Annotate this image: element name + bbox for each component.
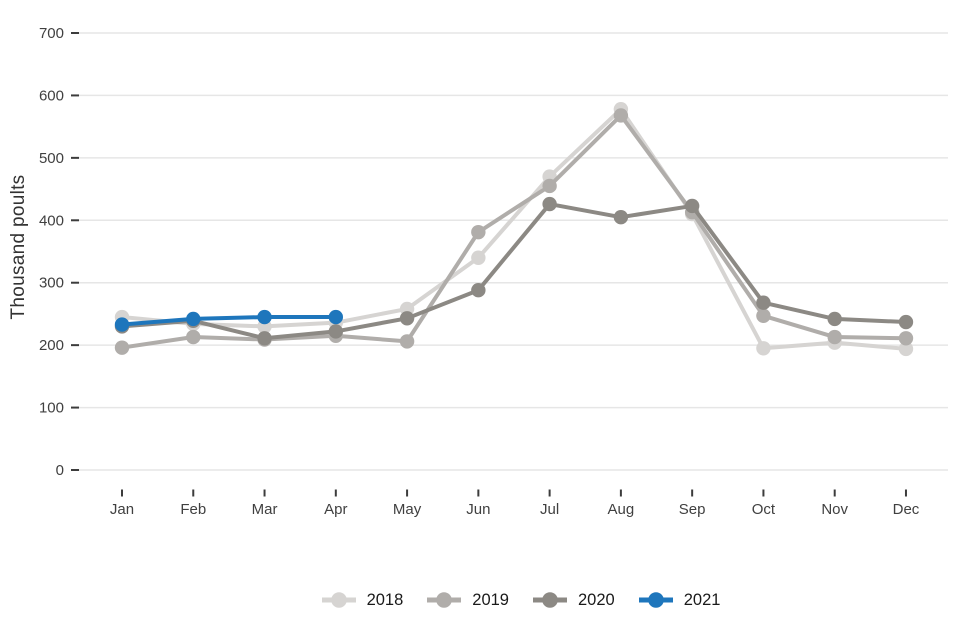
x-axis-tick-label: Dec [893,501,920,518]
data-point-2020 [756,295,771,310]
legend-label: 2018 [366,590,404,609]
data-point-2019 [898,331,914,346]
series-line-2021 [120,315,338,327]
data-point-2020 [328,324,344,339]
data-point-2019 [613,108,629,123]
series-line-2020 [120,202,908,341]
y-axis-tick-label: 200 [39,337,64,354]
y-axis-tick-label: 700 [39,25,64,42]
data-point-2020 [898,314,914,330]
data-point-2020 [257,331,272,346]
x-axis-tick-label: Apr [324,501,347,518]
chart-legend: 2018 2019 2020 2021 [80,584,960,616]
x-axis-tick-label: Aug [608,501,635,518]
y-axis-tick-label: 500 [39,150,64,167]
data-point-2019 [542,178,557,194]
legend-key-icon [638,592,673,608]
series-line-2019 [120,113,908,350]
y-axis-tick-label: 300 [39,275,64,292]
data-point-2020 [827,311,842,327]
legend-key-icon [321,592,356,608]
data-point-2020 [399,311,415,326]
x-axis-tick-label: Jun [466,501,490,518]
x-axis-tick-label: Sep [679,501,706,518]
data-point-2019 [114,340,130,355]
y-axis-tick-label: 400 [39,212,64,229]
data-point-2019 [186,329,201,345]
y-axis-tick-label: 600 [39,87,64,104]
x-axis-tick-label: Mar [252,501,278,518]
legend-label: 2021 [683,590,721,609]
legend-key-icon [533,592,567,608]
data-point-2018 [756,341,771,356]
data-point-2021 [114,317,130,332]
x-axis-tick-label: Jan [110,501,134,518]
data-point-2021 [328,309,344,325]
legend-label: 2019 [472,590,509,609]
data-point-2020 [471,283,486,298]
x-axis-tick-label: Nov [821,501,848,518]
data-point-2020 [542,196,557,212]
data-point-2018 [898,341,914,357]
data-point-2019 [827,329,842,345]
x-axis-tick-label: Oct [752,501,776,518]
x-axis-tick-label: Feb [180,501,206,518]
data-point-2020 [684,198,700,214]
legend-item-2021: 2021 [637,590,721,610]
y-axis-tick-label: 100 [39,400,64,417]
legend-label: 2020 [578,590,615,609]
data-point-2021 [186,311,201,327]
plot-area: 0 100 200 300 400 500 600 700 Jan Feb Mar Apr May Jun… [39,25,948,518]
data-point-2018 [471,250,486,265]
data-point-2019 [471,224,486,240]
y-axis-tick-label: 0 [56,462,64,479]
legend-item-2019: 2019 [425,590,509,610]
x-axis-tick-label: Jul [540,501,559,518]
data-point-2021 [257,309,272,325]
legend-item-2020: 2020 [531,590,615,610]
data-point-2019 [399,334,415,349]
legend-item-2018: 2018 [320,590,404,610]
legend-key-icon [427,592,462,608]
data-point-2020 [613,209,629,225]
series-line-2018 [120,107,908,351]
data-point-2019 [756,308,771,324]
x-axis-tick-label: May [393,501,422,518]
